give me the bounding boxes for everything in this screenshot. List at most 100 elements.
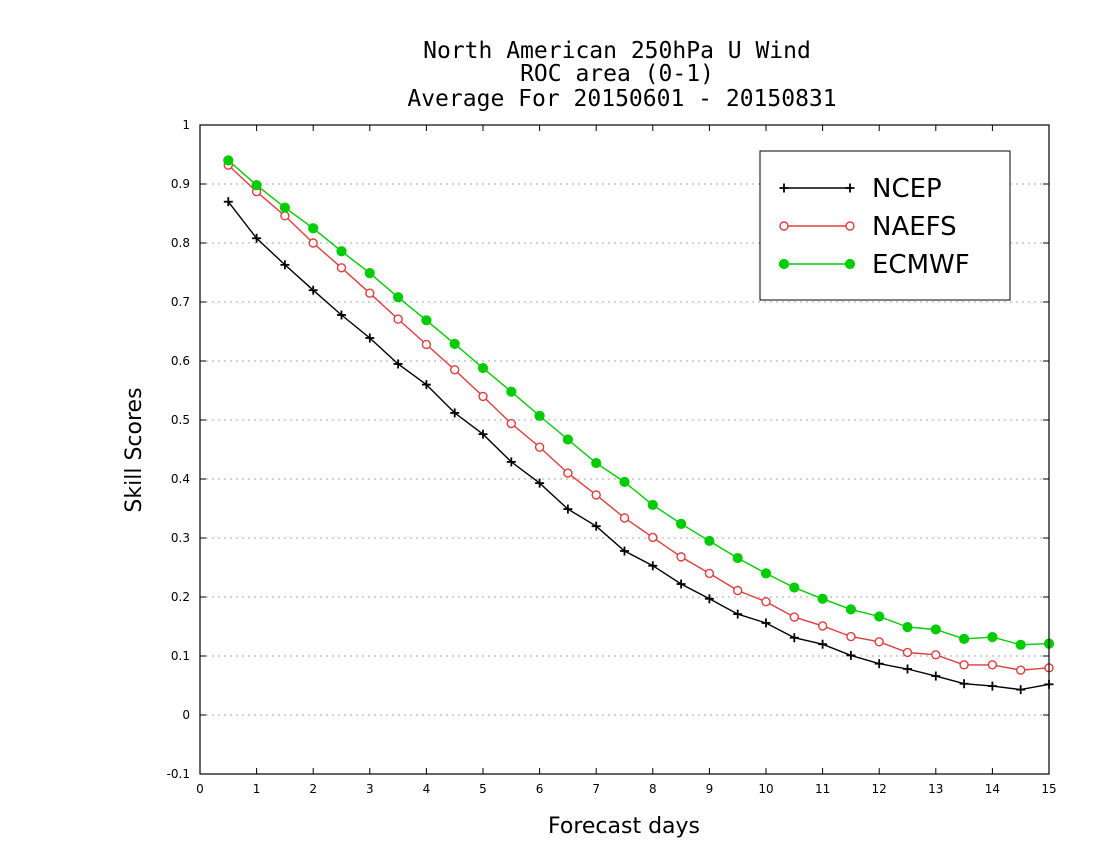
data-point-ncep <box>337 310 346 320</box>
x-tick-label: 7 <box>592 782 600 796</box>
data-point-ncep <box>308 285 318 295</box>
data-point-ecmwf <box>223 155 234 166</box>
y-tick-label: -0.1 <box>167 767 190 781</box>
data-point-ncep <box>1016 685 1026 695</box>
data-point-ncep <box>506 457 516 467</box>
data-point-ecmwf <box>676 518 687 529</box>
data-point-ncep <box>874 659 884 669</box>
data-point-naefs <box>931 650 941 660</box>
x-tick-label: 11 <box>815 782 830 796</box>
legend-item-ecmwf: ECMWF <box>778 250 970 280</box>
data-point-ncep <box>421 380 431 390</box>
series-line-ncep <box>227 201 1050 691</box>
data-point-ecmwf <box>449 338 460 349</box>
data-point-ecmwf <box>477 362 489 374</box>
y-tick-label: 0.5 <box>171 413 190 427</box>
y-tick-label: 1 <box>182 118 190 132</box>
data-point-ecmwf <box>874 611 885 622</box>
chart-title-line-1: North American 250hPa U Wind <box>423 38 811 64</box>
chart-title-line-2: ROC area (0-1) <box>520 61 714 87</box>
data-point-ncep <box>676 579 686 589</box>
legend-marker <box>844 258 856 270</box>
data-point-ecmwf <box>591 457 602 469</box>
data-point-ecmwf <box>789 582 800 593</box>
data-point-ecmwf <box>987 632 998 643</box>
x-tick-label: 15 <box>1041 782 1056 796</box>
plot-area-frame <box>199 124 1050 775</box>
data-point-ecmwf <box>393 292 404 303</box>
x-tick-label: 8 <box>649 782 657 796</box>
y-tick-label: 0.7 <box>171 295 190 309</box>
legend-item-naefs: NAEFS <box>779 212 957 242</box>
series-naefs <box>223 160 1054 675</box>
data-point-ncep <box>393 359 403 369</box>
data-point-ecmwf <box>732 552 743 564</box>
data-point-ncep <box>903 664 912 674</box>
data-point-ecmwf <box>760 568 772 579</box>
data-point-naefs <box>846 631 856 642</box>
data-point-naefs <box>704 568 715 579</box>
x-tick-label: 6 <box>536 782 544 796</box>
x-tick-label: 10 <box>758 782 773 796</box>
series-ncep <box>223 197 1054 695</box>
legend-item-ncep: NCEP <box>779 174 942 204</box>
data-point-naefs <box>534 442 545 452</box>
data-point-naefs <box>902 647 913 658</box>
data-point-ecmwf <box>619 476 630 488</box>
data-point-ecmwf <box>930 624 941 635</box>
chart-title-line-3: Average For 20150601 - 20150831 <box>407 86 836 112</box>
legend: NCEP NAEFS ECMWF <box>759 150 1011 301</box>
data-point-ecmwf <box>364 267 375 279</box>
y-tick-label: 0.1 <box>171 649 190 663</box>
data-point-ncep <box>959 679 969 689</box>
x-tick-label: 4 <box>423 782 431 796</box>
data-point-ncep <box>478 429 488 439</box>
data-point-naefs <box>987 660 998 670</box>
data-point-naefs <box>506 418 516 429</box>
y-tick-label: 0.9 <box>171 177 190 191</box>
legend-label-naefs: NAEFS <box>872 212 957 242</box>
data-point-ncep <box>789 633 799 643</box>
data-point-ncep <box>648 561 658 571</box>
series-line-naefs <box>227 164 1050 671</box>
data-point-naefs <box>1016 665 1026 675</box>
data-point-naefs <box>789 612 799 622</box>
data-point-ecmwf <box>902 621 913 633</box>
data-point-naefs <box>817 621 828 631</box>
data-point-ncep <box>535 478 545 488</box>
chart-title: North American 250hPa U Wind ROC area (0… <box>407 38 836 112</box>
series-ecmwf <box>223 155 1055 650</box>
data-point-ecmwf <box>308 223 319 234</box>
data-point-ncep <box>620 546 629 556</box>
y-tick-label: 0.2 <box>171 590 190 604</box>
data-point-ncep <box>450 408 460 418</box>
data-point-naefs <box>308 238 318 248</box>
data-point-naefs <box>365 288 375 298</box>
x-tick-label: 5 <box>479 782 487 796</box>
data-point-ncep <box>223 197 233 207</box>
x-tick-label: 13 <box>928 782 943 796</box>
y-tick-label: 0.4 <box>171 472 190 486</box>
data-point-naefs <box>761 597 771 607</box>
data-point-naefs <box>591 490 601 500</box>
data-point-naefs <box>393 314 403 324</box>
y-tick-label: 0.3 <box>171 531 190 545</box>
data-point-ecmwf <box>1015 639 1026 650</box>
data-point-ncep <box>704 594 714 604</box>
data-point-ecmwf <box>562 434 574 445</box>
data-point-naefs <box>874 637 884 647</box>
data-point-ecmwf <box>704 535 715 547</box>
data-point-ecmwf <box>845 604 857 615</box>
data-point-naefs <box>563 468 573 478</box>
data-point-naefs <box>619 513 630 523</box>
x-tick-label: 1 <box>253 782 261 796</box>
data-point-ecmwf <box>251 180 262 191</box>
x-tick-label: 3 <box>366 782 374 796</box>
legend-marker <box>845 221 855 231</box>
data-point-ncep <box>818 639 828 649</box>
data-point-naefs <box>676 552 686 562</box>
legend-marker <box>779 183 789 193</box>
data-point-ecmwf <box>534 410 545 421</box>
y-tick-label: 0 <box>182 708 190 722</box>
